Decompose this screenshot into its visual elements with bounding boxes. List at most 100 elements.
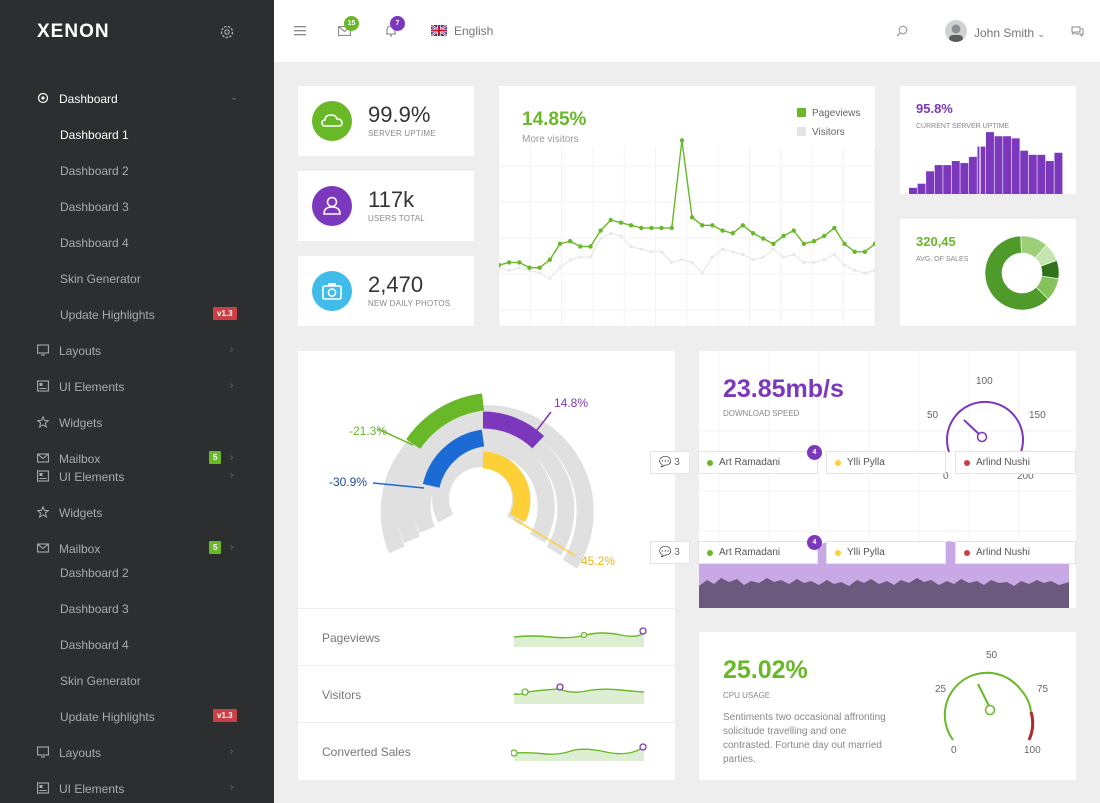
- uptime-bar[interactable]: [1054, 152, 1063, 194]
- data-point[interactable]: [771, 241, 776, 247]
- sidebar-item-update-highlights[interactable]: Update Highlights v1.3: [0, 296, 274, 332]
- data-point[interactable]: [801, 241, 807, 247]
- donut-slice[interactable]: [1035, 275, 1059, 300]
- data-point[interactable]: [811, 239, 817, 244]
- data-point[interactable]: [639, 225, 644, 231]
- list-row-pageviews[interactable]: Pageviews: [298, 608, 675, 665]
- legend-pageviews[interactable]: Pageviews: [797, 108, 860, 119]
- data-point[interactable]: [517, 260, 522, 265]
- sidebar-item-dashboard-1[interactable]: Dashboard 1: [0, 116, 274, 152]
- uptime-bar[interactable]: [1045, 161, 1054, 194]
- user-menu[interactable]: John Smith ⌄: [974, 26, 1045, 40]
- data-point[interactable]: [649, 225, 654, 231]
- data-point[interactable]: [639, 247, 643, 251]
- sidebar-item-dashboard-3[interactable]: Dashboard 3: [0, 590, 274, 626]
- data-point[interactable]: [842, 241, 847, 247]
- data-point[interactable]: [791, 228, 796, 233]
- gear-icon[interactable]: [219, 24, 235, 40]
- data-point[interactable]: [588, 255, 593, 259]
- data-point[interactable]: [689, 215, 695, 220]
- data-point[interactable]: [567, 239, 573, 244]
- uptime-bar[interactable]: [917, 183, 926, 194]
- data-point[interactable]: [781, 233, 786, 239]
- sidebar-item-dashboard-2[interactable]: Dashboard 2: [0, 152, 274, 188]
- donut-slice[interactable]: [984, 235, 1049, 311]
- chat-count-button[interactable]: 💬 3: [650, 451, 690, 474]
- language-selector[interactable]: English: [454, 24, 494, 38]
- sidebar-item-skin-generator[interactable]: Skin Generator: [0, 260, 274, 296]
- data-point[interactable]: [548, 276, 552, 280]
- data-point[interactable]: [792, 252, 796, 257]
- sidebar-item-ui-elements[interactable]: UI Elements ›: [0, 458, 274, 494]
- data-point[interactable]: [832, 252, 836, 257]
- data-point[interactable]: [608, 217, 613, 223]
- data-point[interactable]: [832, 225, 837, 231]
- sidebar-item-widgets[interactable]: Widgets: [0, 494, 274, 530]
- sidebar-item-dashboard[interactable]: Dashboard ⌄: [0, 80, 274, 116]
- data-point[interactable]: [862, 249, 868, 254]
- data-point[interactable]: [619, 234, 623, 238]
- data-point[interactable]: [771, 247, 775, 251]
- data-point[interactable]: [761, 236, 766, 241]
- data-point[interactable]: [710, 255, 715, 259]
- data-point[interactable]: [700, 223, 705, 228]
- sidebar-item-update-highlights[interactable]: Update Highlights v1.3: [0, 698, 274, 734]
- chat-tab-ylli[interactable]: Ylli Pylla: [826, 451, 946, 474]
- sidebar-item-ui-elements[interactable]: UI Elements ›: [0, 770, 274, 803]
- data-point[interactable]: [751, 258, 755, 262]
- sidebar-item-mailbox[interactable]: Mailbox 5 ›: [0, 440, 274, 476]
- data-point[interactable]: [812, 260, 816, 264]
- uptime-bar[interactable]: [968, 156, 977, 194]
- data-point[interactable]: [852, 249, 857, 254]
- uptime-bar[interactable]: [951, 161, 960, 194]
- data-point[interactable]: [578, 244, 583, 249]
- sidebar-item-skin-generator[interactable]: Skin Generator: [0, 662, 274, 698]
- uptime-bar[interactable]: [977, 146, 986, 194]
- sidebar-item-ui-elements[interactable]: UI Elements ›: [0, 368, 274, 404]
- data-point[interactable]: [527, 265, 532, 270]
- data-point[interactable]: [853, 268, 857, 272]
- search-icon[interactable]: [896, 25, 908, 37]
- uk-flag-icon[interactable]: [431, 25, 447, 36]
- data-point[interactable]: [649, 250, 654, 254]
- data-point[interactable]: [538, 271, 542, 275]
- data-point[interactable]: [547, 257, 553, 262]
- uptime-bar[interactable]: [1020, 150, 1029, 194]
- data-point[interactable]: [506, 260, 512, 265]
- data-point[interactable]: [507, 268, 511, 272]
- data-point[interactable]: [557, 241, 563, 247]
- data-point[interactable]: [842, 263, 847, 267]
- chat-tab-ylli[interactable]: Ylli Pylla: [826, 541, 946, 564]
- uptime-bar[interactable]: [1037, 154, 1046, 194]
- data-point[interactable]: [517, 266, 521, 270]
- data-point[interactable]: [568, 258, 572, 262]
- data-point[interactable]: [873, 268, 875, 272]
- chat-tab-arlind[interactable]: Arlind Nushi: [955, 451, 1076, 474]
- sidebar-item-widgets[interactable]: Widgets: [0, 404, 274, 440]
- chat-count-button[interactable]: 💬 3: [650, 541, 690, 564]
- uptime-bar[interactable]: [960, 163, 969, 194]
- data-point[interactable]: [599, 236, 603, 241]
- data-point[interactable]: [821, 233, 827, 239]
- hamburger-menu-icon[interactable]: [294, 25, 306, 36]
- data-point[interactable]: [537, 265, 542, 270]
- uptime-bar[interactable]: [1028, 154, 1037, 194]
- sidebar-item-dashboard-3[interactable]: Dashboard 3: [0, 188, 274, 224]
- data-point[interactable]: [558, 266, 562, 270]
- sidebar-item-dashboard-4[interactable]: Dashboard 4: [0, 626, 274, 662]
- data-point[interactable]: [802, 260, 806, 264]
- sidebar-item-dashboard-4[interactable]: Dashboard 4: [0, 224, 274, 260]
- data-point[interactable]: [629, 244, 633, 249]
- data-point[interactable]: [628, 223, 634, 228]
- data-point[interactable]: [720, 247, 725, 251]
- data-point[interactable]: [680, 258, 684, 262]
- data-point[interactable]: [659, 250, 664, 254]
- sidebar-item-mailbox[interactable]: Mailbox 5 ›: [0, 530, 274, 566]
- data-point[interactable]: [781, 255, 786, 259]
- data-point[interactable]: [731, 250, 735, 254]
- data-point[interactable]: [598, 228, 603, 233]
- data-point[interactable]: [679, 138, 685, 143]
- logo[interactable]: XENON: [37, 21, 110, 42]
- data-point[interactable]: [710, 223, 715, 228]
- data-point[interactable]: [690, 260, 694, 264]
